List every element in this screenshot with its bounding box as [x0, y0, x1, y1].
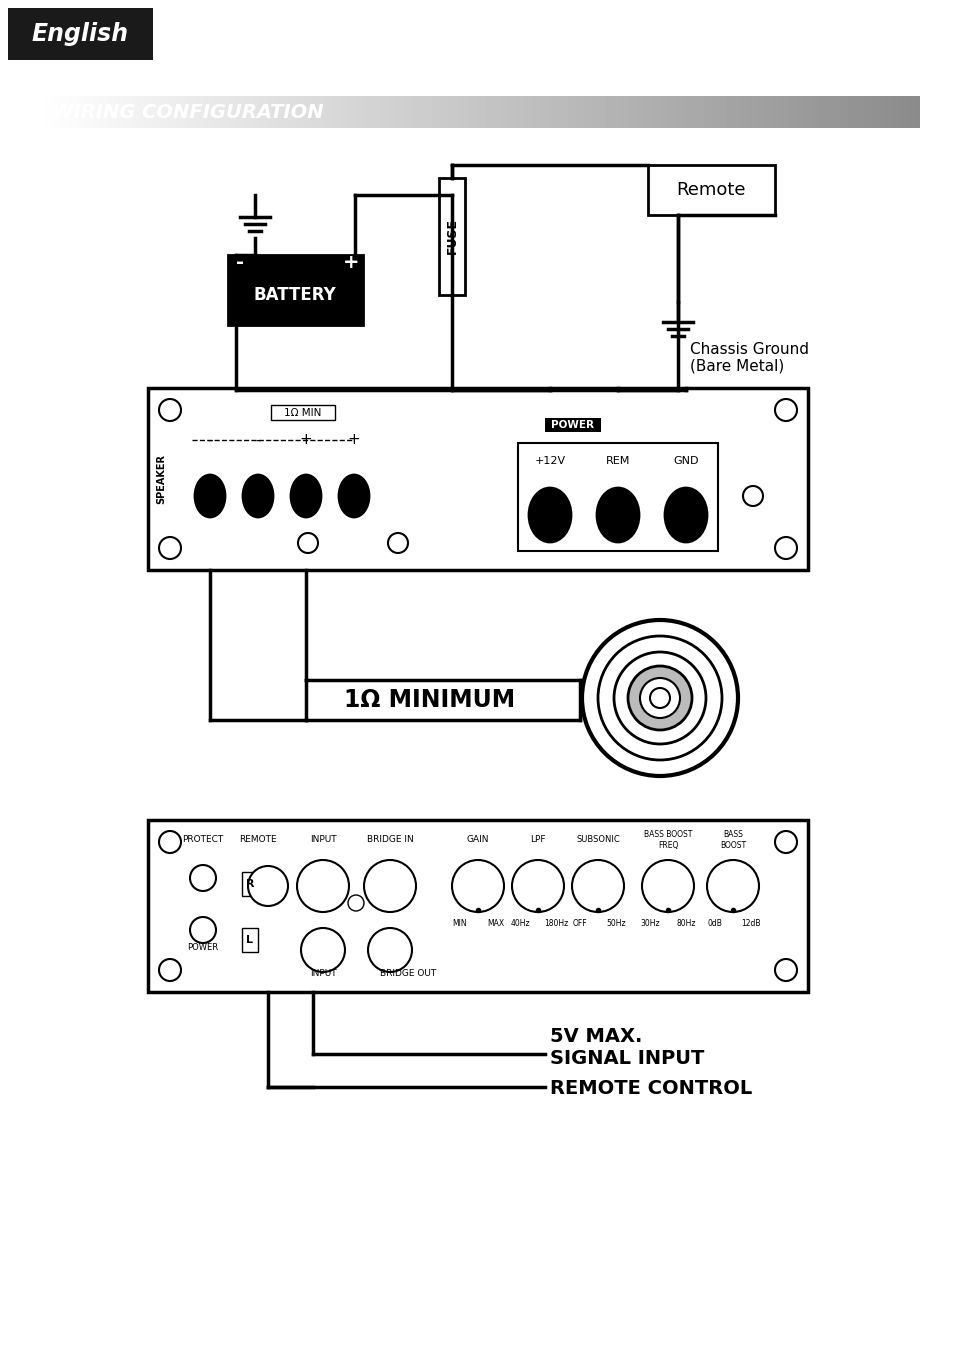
- Ellipse shape: [243, 476, 273, 518]
- Text: (Bare Metal): (Bare Metal): [689, 359, 783, 374]
- Circle shape: [348, 896, 364, 911]
- Text: REM: REM: [605, 457, 630, 466]
- Ellipse shape: [194, 476, 225, 518]
- Text: FUSE: FUSE: [445, 218, 458, 253]
- Ellipse shape: [338, 476, 369, 518]
- Bar: [228, 255, 363, 325]
- Text: WIRING CONFIGURATION: WIRING CONFIGURATION: [52, 103, 323, 122]
- Text: 5V MAX.: 5V MAX.: [550, 1027, 641, 1046]
- Circle shape: [296, 860, 349, 912]
- Circle shape: [301, 928, 345, 972]
- Text: English: English: [31, 22, 129, 46]
- Circle shape: [364, 860, 416, 912]
- Text: PROTECT: PROTECT: [182, 836, 223, 844]
- Ellipse shape: [529, 488, 571, 542]
- Text: Chassis Ground: Chassis Ground: [689, 343, 808, 358]
- Circle shape: [706, 860, 759, 912]
- Circle shape: [641, 860, 693, 912]
- Circle shape: [297, 533, 317, 553]
- Ellipse shape: [664, 488, 706, 542]
- Bar: [517, 443, 718, 551]
- Text: OFF: OFF: [572, 920, 587, 928]
- Circle shape: [452, 860, 503, 912]
- Text: +: +: [347, 432, 360, 447]
- Text: 1Ω MINIMUM: 1Ω MINIMUM: [344, 688, 515, 711]
- Circle shape: [639, 678, 679, 718]
- Circle shape: [581, 621, 738, 776]
- Text: +: +: [342, 253, 359, 272]
- Text: 40Hz: 40Hz: [510, 920, 529, 928]
- Text: 1Ω MIN: 1Ω MIN: [284, 408, 321, 417]
- Text: GAIN: GAIN: [466, 836, 489, 844]
- Text: MIN: MIN: [453, 920, 467, 928]
- Text: 0dB: 0dB: [707, 920, 721, 928]
- Circle shape: [627, 667, 691, 730]
- Bar: [438, 178, 464, 295]
- Circle shape: [190, 864, 215, 892]
- Circle shape: [774, 959, 796, 981]
- Text: INPUT: INPUT: [310, 969, 336, 978]
- Text: Remote: Remote: [676, 182, 745, 199]
- Circle shape: [598, 635, 721, 760]
- Text: BRIDGE IN: BRIDGE IN: [366, 836, 413, 844]
- Circle shape: [774, 537, 796, 560]
- Circle shape: [774, 398, 796, 421]
- Text: SUBSONIC: SUBSONIC: [576, 836, 619, 844]
- Text: -: -: [235, 253, 244, 272]
- Circle shape: [159, 959, 181, 981]
- Text: 30Hz: 30Hz: [639, 920, 659, 928]
- Text: +: +: [299, 432, 312, 447]
- Text: 50Hz: 50Hz: [605, 920, 625, 928]
- Text: R: R: [246, 879, 254, 889]
- Circle shape: [190, 917, 215, 943]
- Text: MAX: MAX: [487, 920, 504, 928]
- Bar: [242, 873, 257, 896]
- Bar: [242, 928, 257, 953]
- Text: LPF: LPF: [530, 836, 545, 844]
- Circle shape: [774, 831, 796, 854]
- Circle shape: [572, 860, 623, 912]
- Text: REMOTE: REMOTE: [239, 836, 276, 844]
- Text: -: -: [207, 432, 213, 447]
- Text: -: -: [255, 432, 260, 447]
- Text: BRIDGE OUT: BRIDGE OUT: [379, 969, 436, 978]
- Circle shape: [159, 398, 181, 421]
- Bar: [647, 165, 774, 215]
- Circle shape: [388, 533, 408, 553]
- Circle shape: [368, 928, 412, 972]
- Circle shape: [742, 486, 762, 505]
- Circle shape: [512, 860, 563, 912]
- Text: GND: GND: [673, 457, 698, 466]
- Circle shape: [159, 537, 181, 560]
- Text: BASS
BOOST: BASS BOOST: [720, 831, 745, 850]
- Text: POWER: POWER: [551, 420, 594, 430]
- Text: BATTERY: BATTERY: [253, 286, 336, 304]
- Text: 180Hz: 180Hz: [543, 920, 568, 928]
- Bar: [8, 8, 152, 60]
- Bar: [148, 388, 807, 570]
- Bar: [148, 820, 807, 992]
- Circle shape: [614, 652, 705, 744]
- Text: POWER: POWER: [187, 943, 218, 953]
- Bar: [544, 417, 600, 432]
- Text: REMOTE CONTROL: REMOTE CONTROL: [550, 1080, 752, 1099]
- Text: +12V: +12V: [534, 457, 565, 466]
- Ellipse shape: [291, 476, 320, 518]
- Text: BASS BOOST
FREQ: BASS BOOST FREQ: [643, 831, 692, 850]
- Bar: [271, 405, 335, 420]
- Text: INPUT: INPUT: [310, 836, 336, 844]
- Circle shape: [248, 866, 288, 906]
- Circle shape: [159, 831, 181, 854]
- Text: SIGNAL INPUT: SIGNAL INPUT: [550, 1050, 703, 1069]
- Text: L: L: [246, 935, 253, 944]
- Text: 80Hz: 80Hz: [676, 920, 695, 928]
- Text: 12dB: 12dB: [740, 920, 760, 928]
- Circle shape: [649, 688, 669, 709]
- Ellipse shape: [597, 488, 639, 542]
- Text: SPEAKER: SPEAKER: [156, 454, 166, 504]
